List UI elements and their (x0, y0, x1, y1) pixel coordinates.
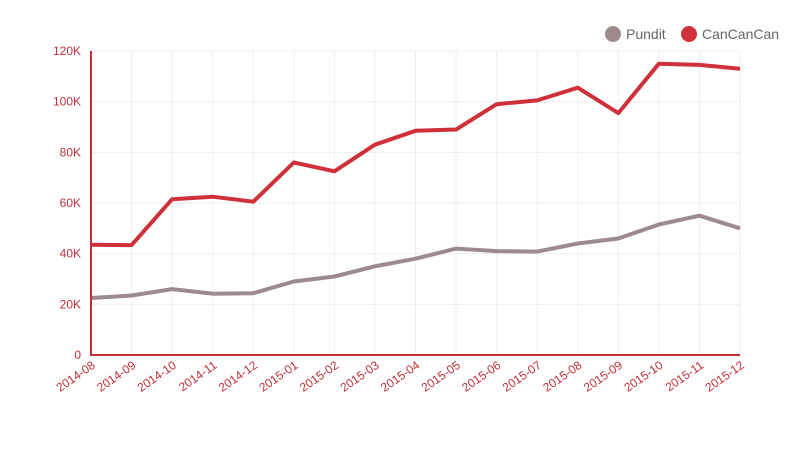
series-lines (90, 61, 741, 300)
y-tick-label: 40K (60, 247, 81, 261)
x-tick-label: 2014-08 (54, 358, 98, 395)
x-tick-label: 2015-10 (621, 358, 665, 395)
y-tick-labels: 0 20K 40K 60K 80K 100K 120K (53, 44, 81, 362)
x-tick-labels: 2014-082014-092014-102014-112014-122015-… (54, 358, 747, 395)
x-tick-label: 2015-11 (663, 358, 707, 394)
series-line-pundit[interactable] (90, 213, 741, 300)
x-tick-label: 2015-02 (297, 358, 341, 395)
legend-marker (605, 26, 621, 42)
x-tick-label: 2015-03 (338, 358, 382, 395)
x-tick-label: 2015-12 (703, 358, 747, 395)
legend-label: CanCanCan (702, 26, 779, 42)
x-tick-label: 2014-11 (176, 358, 220, 394)
legend[interactable]: Pundit CanCanCan (605, 26, 779, 42)
x-tick-label: 2015-07 (500, 358, 544, 395)
x-tick-label: 2015-08 (540, 358, 584, 395)
y-tick-label: 80K (60, 145, 81, 159)
legend-item-pundit[interactable]: Pundit (605, 26, 666, 42)
x-tick-label: 2015-01 (256, 358, 300, 395)
x-tick-label: 2015-05 (419, 358, 463, 395)
y-tick-label: 100K (53, 95, 81, 109)
y-tick-label: 120K (53, 44, 81, 58)
x-tick-label: 2015-09 (581, 358, 625, 395)
y-tick-label: 60K (60, 196, 81, 210)
x-tick-label: 2015-04 (378, 358, 422, 395)
x-tick-label: 2014-12 (216, 358, 260, 395)
series-line-cancancan[interactable] (90, 61, 741, 248)
x-tick-label: 2014-10 (135, 358, 179, 395)
y-tick-label: 20K (60, 297, 81, 311)
legend-label: Pundit (626, 26, 666, 42)
x-tick-label: 2015-06 (459, 358, 503, 395)
axes (90, 51, 740, 356)
y-tick-label: 0 (74, 348, 81, 362)
legend-marker (681, 26, 697, 42)
legend-item-cancancan[interactable]: CanCanCan (681, 26, 779, 42)
grid (91, 50, 741, 355)
x-tick-label: 2014-09 (94, 358, 138, 395)
